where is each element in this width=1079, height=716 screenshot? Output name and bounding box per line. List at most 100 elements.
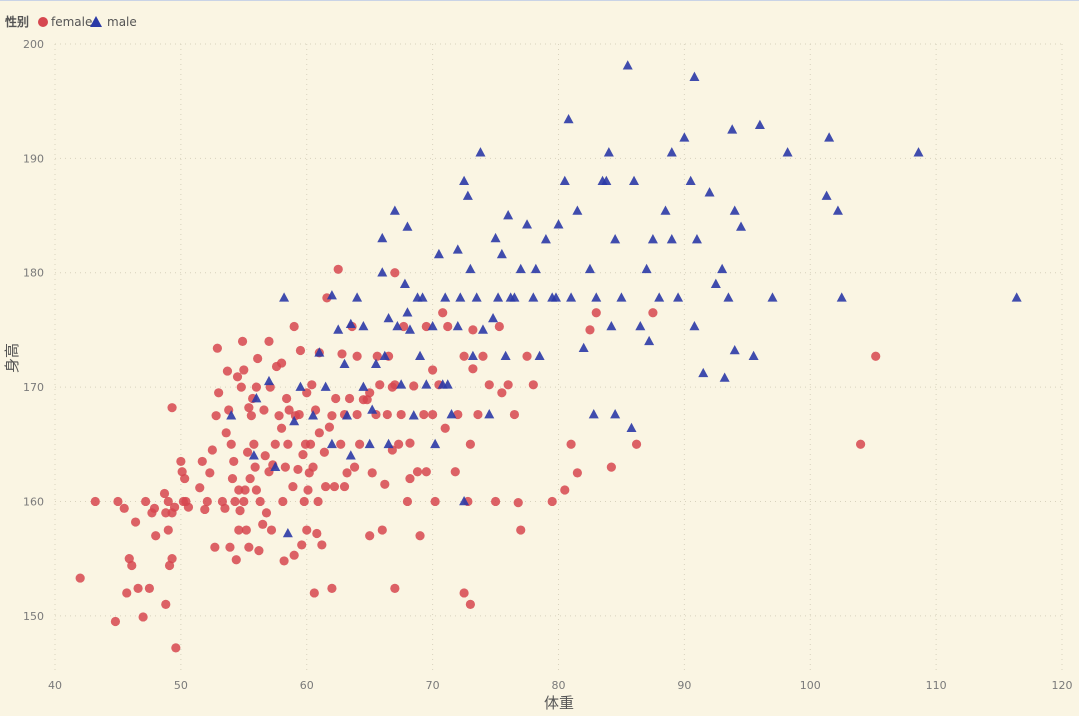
point-female[interactable] xyxy=(377,525,387,535)
point-male[interactable] xyxy=(616,292,627,302)
point-male[interactable] xyxy=(505,292,516,302)
point-male[interactable] xyxy=(591,292,602,302)
point-male[interactable] xyxy=(427,320,438,331)
point-female[interactable] xyxy=(321,481,331,492)
point-male[interactable] xyxy=(603,147,614,157)
point-male[interactable] xyxy=(563,113,574,124)
point-female[interactable] xyxy=(234,525,244,535)
point-male[interactable] xyxy=(490,232,501,243)
point-male[interactable] xyxy=(392,320,403,331)
point-female[interactable] xyxy=(871,351,881,361)
point-female[interactable] xyxy=(365,531,375,541)
point-female[interactable] xyxy=(428,409,438,420)
point-female[interactable] xyxy=(465,439,475,449)
point-female[interactable] xyxy=(484,380,494,390)
point-female[interactable] xyxy=(270,439,280,449)
point-male[interactable] xyxy=(399,278,410,288)
point-male[interactable] xyxy=(666,147,677,157)
point-male[interactable] xyxy=(339,358,350,369)
point-male[interactable] xyxy=(629,175,640,186)
point-female[interactable] xyxy=(327,411,337,421)
point-female[interactable] xyxy=(405,438,415,448)
point-female[interactable] xyxy=(405,473,415,484)
point-female[interactable] xyxy=(355,439,365,449)
point-female[interactable] xyxy=(122,588,132,598)
point-female[interactable] xyxy=(119,503,129,513)
point-female[interactable] xyxy=(279,556,289,566)
point-male[interactable] xyxy=(534,350,545,361)
point-female[interactable] xyxy=(352,409,362,420)
point-female[interactable] xyxy=(503,380,513,390)
point-female[interactable] xyxy=(421,467,431,477)
point-male[interactable] xyxy=(345,318,356,328)
point-male[interactable] xyxy=(689,71,700,81)
point-male[interactable] xyxy=(685,175,696,186)
point-female[interactable] xyxy=(443,321,453,332)
point-female[interactable] xyxy=(478,351,488,361)
point-male[interactable] xyxy=(496,248,507,259)
point-female[interactable] xyxy=(169,502,180,512)
point-male[interactable] xyxy=(364,438,375,449)
point-male[interactable] xyxy=(455,292,466,302)
point-female[interactable] xyxy=(450,467,460,477)
point-male[interactable] xyxy=(824,132,835,142)
point-male[interactable] xyxy=(719,372,730,382)
point-female[interactable] xyxy=(266,525,277,535)
point-male[interactable] xyxy=(522,219,533,229)
point-male[interactable] xyxy=(345,450,356,460)
point-male[interactable] xyxy=(610,409,621,419)
point-male[interactable] xyxy=(698,367,709,378)
point-male[interactable] xyxy=(610,234,621,244)
point-female[interactable] xyxy=(303,485,313,495)
point-female[interactable] xyxy=(522,351,532,361)
point-male[interactable] xyxy=(647,234,658,244)
point-male[interactable] xyxy=(754,119,765,129)
point-female[interactable] xyxy=(202,496,212,507)
point-female[interactable] xyxy=(167,554,177,564)
point-female[interactable] xyxy=(349,462,360,472)
point-male[interactable] xyxy=(578,342,589,353)
point-female[interactable] xyxy=(314,428,324,438)
point-female[interactable] xyxy=(319,447,329,457)
point-female[interactable] xyxy=(90,496,100,507)
point-female[interactable] xyxy=(294,409,304,420)
point-female[interactable] xyxy=(283,439,293,449)
legend[interactable]: 性别 female male xyxy=(4,14,137,29)
point-female[interactable] xyxy=(144,583,155,593)
point-female[interactable] xyxy=(241,525,251,535)
point-female[interactable] xyxy=(299,496,309,507)
point-male[interactable] xyxy=(279,292,290,302)
point-female[interactable] xyxy=(255,496,265,507)
point-female[interactable] xyxy=(251,485,261,495)
point-male[interactable] xyxy=(515,263,526,274)
point-female[interactable] xyxy=(110,616,121,627)
point-male[interactable] xyxy=(377,267,388,277)
point-male[interactable] xyxy=(717,263,728,274)
point-female[interactable] xyxy=(234,485,244,495)
point-female[interactable] xyxy=(468,325,478,335)
point-female[interactable] xyxy=(276,358,287,368)
point-male[interactable] xyxy=(270,461,281,471)
point-female[interactable] xyxy=(572,468,582,478)
point-female[interactable] xyxy=(324,422,335,432)
point-female[interactable] xyxy=(197,456,207,467)
point-male[interactable] xyxy=(635,320,646,331)
point-female[interactable] xyxy=(494,321,504,332)
point-male[interactable] xyxy=(263,375,274,386)
point-female[interactable] xyxy=(229,456,239,467)
point-male[interactable] xyxy=(729,205,740,215)
point-male[interactable] xyxy=(295,381,306,391)
point-female[interactable] xyxy=(313,496,323,507)
point-male[interactable] xyxy=(342,410,353,420)
point-female[interactable] xyxy=(264,336,274,346)
point-male[interactable] xyxy=(383,438,394,449)
point-female[interactable] xyxy=(606,462,616,472)
point-female[interactable] xyxy=(585,325,595,335)
point-male[interactable] xyxy=(462,190,473,200)
point-female[interactable] xyxy=(231,555,241,565)
point-female[interactable] xyxy=(513,497,523,508)
point-female[interactable] xyxy=(240,485,250,495)
point-female[interactable] xyxy=(211,411,221,421)
point-male[interactable] xyxy=(226,410,237,420)
point-female[interactable] xyxy=(648,308,658,318)
